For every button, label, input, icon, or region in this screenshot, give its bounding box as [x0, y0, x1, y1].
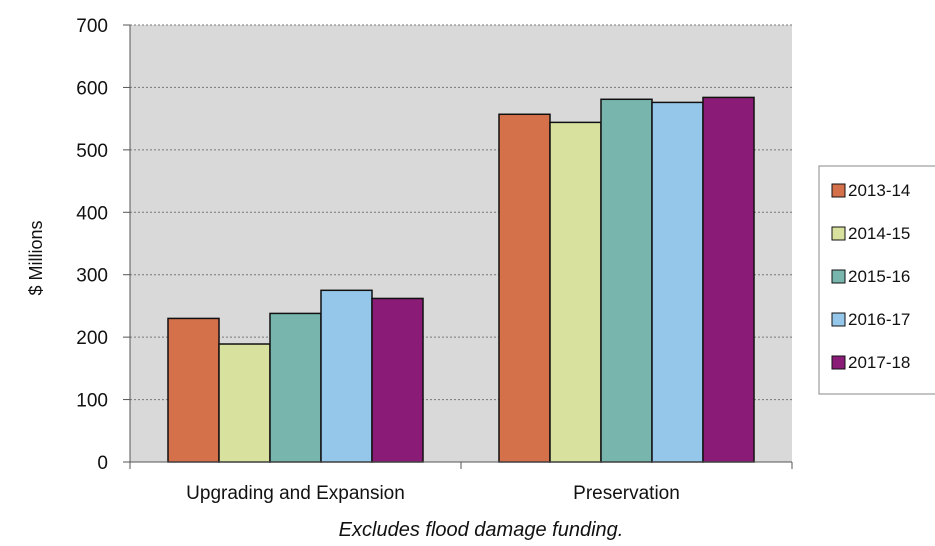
legend: 2013-14 2014-15 2015-16 2016-17 2017-18 [818, 165, 935, 395]
legend-swatch [831, 269, 846, 284]
x-tick-label: Preservation [573, 483, 680, 504]
y-tick-label: 700 [76, 16, 108, 37]
bar [651, 101, 704, 463]
legend-label: 2017-18 [848, 353, 910, 372]
y-tick-label: 300 [76, 266, 108, 287]
y-axis-title: $ Millions [26, 220, 46, 295]
legend-label: 2015-16 [848, 267, 910, 286]
y-tick-label: 200 [76, 328, 108, 349]
footnote: Excludes flood damage funding. [339, 519, 624, 541]
y-tick-label: 100 [76, 391, 108, 412]
bars [167, 96, 755, 463]
legend-label: 2014-15 [848, 224, 910, 243]
legend-swatch [831, 183, 846, 198]
bar [549, 121, 602, 463]
legend-swatch [831, 226, 846, 241]
bar [371, 297, 424, 463]
y-tick-label: 600 [76, 78, 108, 99]
bar [320, 289, 373, 463]
legend-label: 2016-17 [848, 310, 910, 329]
x-tick-label: Upgrading and Expansion [186, 483, 405, 504]
axes: 0 100 200 300 400 500 600 700 Upgrading and Expa… [76, 16, 793, 504]
legend-label: 2013-14 [848, 181, 910, 200]
bar [498, 113, 551, 463]
bar [702, 96, 755, 463]
bar [167, 317, 220, 463]
legend-swatch [831, 355, 846, 370]
bar [269, 312, 322, 463]
y-tick-label: 400 [76, 203, 108, 224]
bar [600, 98, 653, 463]
y-tick-label: 500 [76, 141, 108, 162]
y-tick-label: 0 [97, 453, 108, 474]
legend-swatch [831, 312, 846, 327]
bar [218, 343, 271, 463]
